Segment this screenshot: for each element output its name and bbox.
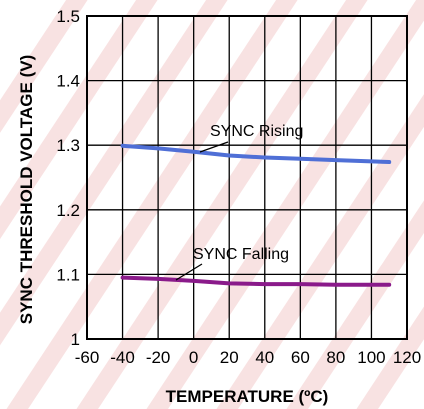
x-tick-label: 60 bbox=[291, 348, 310, 367]
series-label-leader bbox=[175, 263, 203, 281]
x-tick-label: 80 bbox=[326, 348, 345, 367]
y-tick-label: 1.4 bbox=[56, 72, 80, 91]
watermark-stripe bbox=[6, 0, 298, 409]
series-line-sync-falling bbox=[120, 275, 392, 287]
series-label: SYNC Rising bbox=[210, 123, 303, 140]
ticks: -60 -40 -20 0 20 40 60 80 100 120 1 1.1 1.2 1.3 1.4 1.5 bbox=[56, 7, 421, 367]
watermark-stripe bbox=[146, 0, 424, 409]
x-tick-label: -60 bbox=[75, 348, 100, 367]
x-tick-label: -20 bbox=[146, 348, 171, 367]
series-label: SYNC Falling bbox=[193, 246, 289, 263]
x-axis-label: TEMPERATURE (ºC) bbox=[166, 387, 329, 406]
x-tick-label: 20 bbox=[220, 348, 239, 367]
x-tick-label: 40 bbox=[255, 348, 274, 367]
series-group: SYNC Rising SYNC Falling bbox=[120, 123, 392, 287]
plot-area bbox=[86, 15, 408, 340]
y-axis-label: SYNC THRESHOLD VOLTAGE (V) bbox=[17, 55, 36, 325]
series-label-leader bbox=[199, 141, 229, 153]
y-tick-label: 1.2 bbox=[56, 201, 80, 220]
x-tick-label: 100 bbox=[357, 348, 385, 367]
watermark-stripe bbox=[0, 0, 88, 133]
x-tick-label: 120 bbox=[393, 348, 421, 367]
y-tick-label: 1.3 bbox=[56, 136, 80, 155]
watermark-stripe bbox=[0, 0, 158, 240]
y-tick-label: 1 bbox=[71, 330, 80, 349]
watermark-stripe bbox=[216, 94, 424, 409]
watermark-stripe bbox=[76, 0, 368, 409]
plot-border bbox=[86, 15, 408, 340]
y-tick-label: 1.1 bbox=[56, 265, 80, 284]
series-line-sync-rising bbox=[120, 143, 392, 164]
watermark-stripe bbox=[286, 200, 424, 409]
x-tick-label: -40 bbox=[110, 348, 135, 367]
watermark-stripe bbox=[0, 0, 228, 346]
watermark-stripe bbox=[356, 306, 424, 409]
y-tick-label: 1.5 bbox=[56, 7, 80, 26]
x-tick-label: 0 bbox=[189, 348, 198, 367]
